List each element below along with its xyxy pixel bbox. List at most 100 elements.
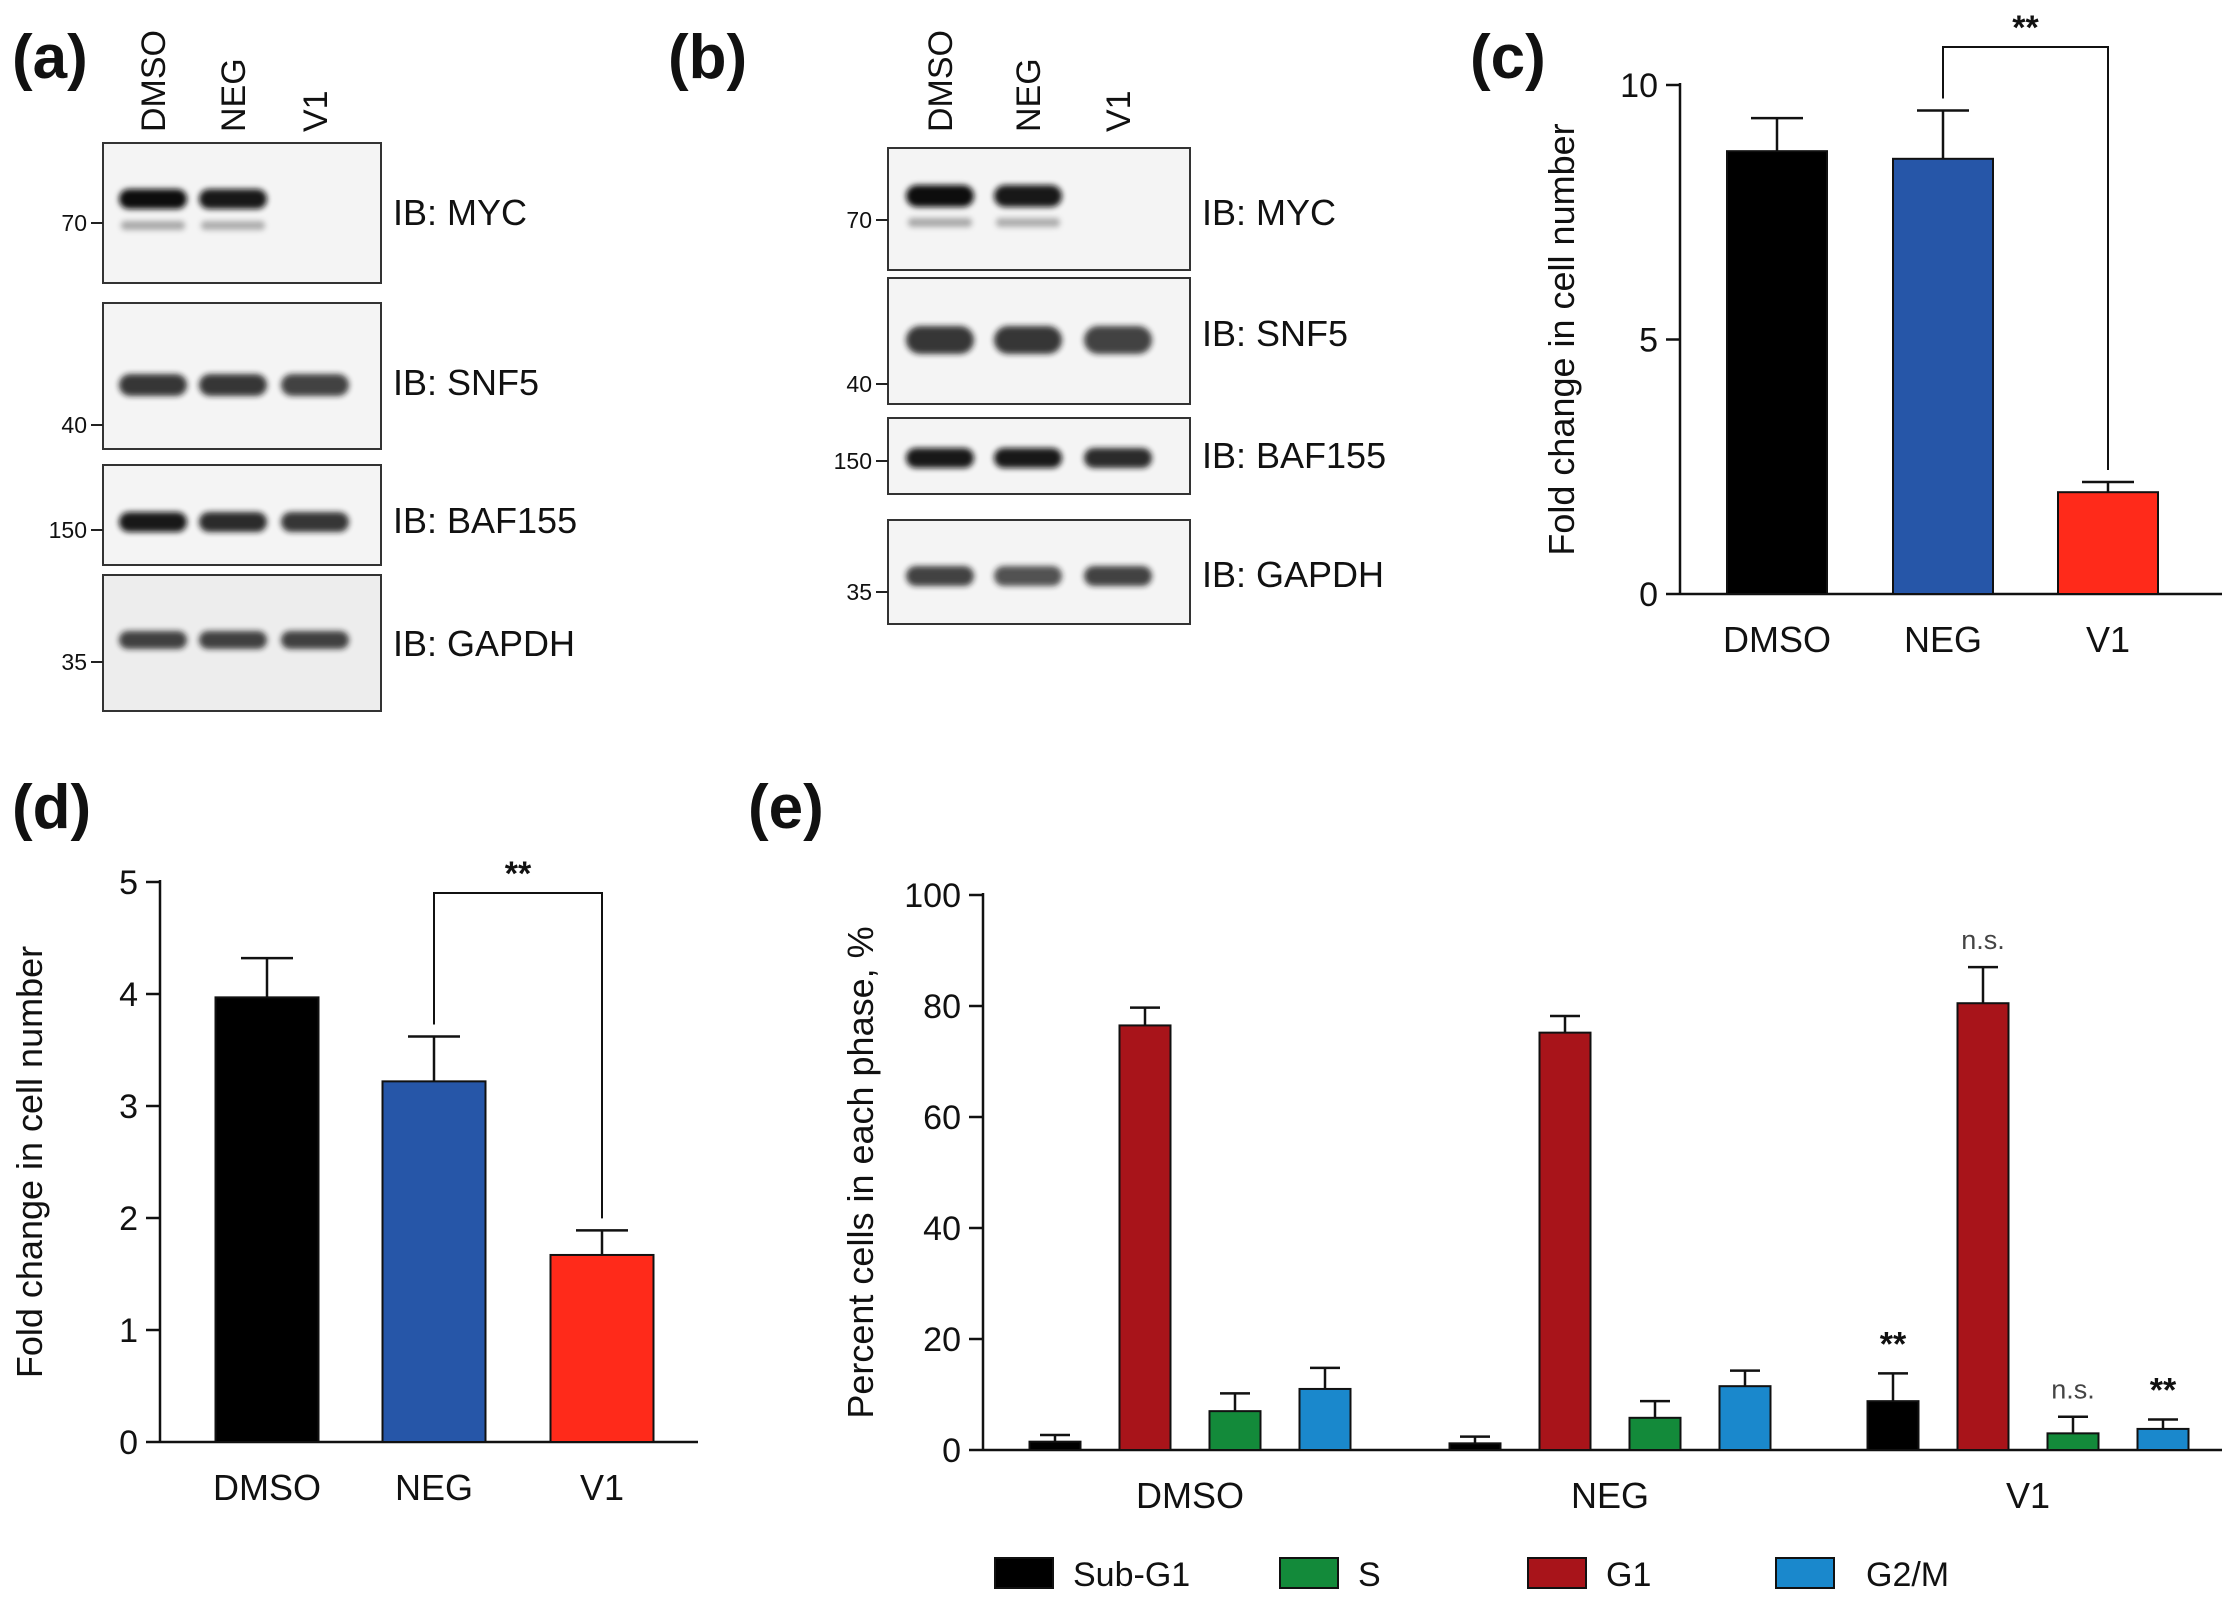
blot-band — [281, 374, 349, 396]
mw-marker-label: 150 — [49, 517, 87, 543]
bar — [549, 1253, 655, 1443]
mw-marker-label: 150 — [834, 448, 872, 474]
blot-band-secondary — [908, 218, 972, 227]
blot-antibody-label: IB: SNF5 — [1202, 313, 1348, 354]
blot-antibody-label: IB: MYC — [393, 192, 527, 233]
panel-c-label: (c) — [1470, 23, 1546, 92]
panel-e-grouped-bar-chart: 0 20 40 60 80 100 Percent cells in each phase,… — [840, 877, 2222, 1594]
significance-label: n.s. — [2051, 1375, 2095, 1405]
bar — [1726, 150, 1828, 595]
x-category-label: DMSO — [1136, 1475, 1244, 1516]
bar — [1718, 1385, 1772, 1452]
bar — [1956, 1002, 2010, 1451]
panel-a-western-blot: DMSO NEG V1 IB: MYC 70 IB: SNF5 40 IB: BAF155 15… — [49, 30, 577, 712]
x-category-label: DMSO — [213, 1467, 321, 1508]
blot-antibody-label: IB: BAF155 — [393, 500, 577, 541]
blot-antibody-label: IB: MYC — [1202, 192, 1336, 233]
blot-band — [119, 631, 187, 649]
bar — [1448, 1442, 1502, 1451]
mw-marker-label: 35 — [61, 649, 87, 675]
blot-band — [994, 448, 1062, 468]
bar — [1538, 1031, 1592, 1451]
blot-antibody-label: IB: GAPDH — [1202, 554, 1384, 595]
blot-band — [199, 512, 267, 532]
blot-antibody-label: IB: SNF5 — [393, 362, 539, 403]
blot-membrane — [887, 147, 1191, 271]
mw-marker-label: 70 — [846, 207, 872, 233]
legend-swatch — [1527, 1557, 1587, 1589]
blot-band-secondary — [121, 221, 185, 230]
blot-band — [199, 374, 267, 396]
bar — [2046, 1432, 2100, 1451]
legend-label: Sub-G1 — [1073, 1556, 1190, 1594]
blot-antibody-label: IB: GAPDH — [393, 623, 575, 664]
blot-band — [199, 631, 267, 649]
blot-band — [994, 566, 1062, 586]
bar — [1118, 1024, 1172, 1452]
bar — [2136, 1427, 2190, 1452]
legend-label: S — [1358, 1556, 1381, 1594]
x-category-label: NEG — [1571, 1475, 1649, 1516]
panel-d-bar-chart: 0 1 2 3 4 5 Fold change in cell number DMSO NEG V… — [9, 855, 698, 1508]
y-axis-title: Fold change in cell number — [1541, 123, 1582, 555]
x-category-label: V1 — [2006, 1475, 2050, 1516]
blot-antibody-label: IB: BAF155 — [1202, 435, 1386, 476]
y-axis-title: Percent cells in each phase, % — [840, 926, 881, 1418]
y-tick-label: 5 — [1639, 322, 1658, 360]
y-tick-label: 40 — [923, 1210, 961, 1248]
bar — [214, 996, 320, 1443]
panel-e-label: (e) — [748, 773, 824, 842]
legend-swatch — [1775, 1557, 1835, 1589]
lane-label: DMSO — [922, 30, 960, 132]
significance-bracket — [433, 892, 603, 1219]
x-category-label: V1 — [2086, 619, 2130, 660]
legend-label: G1 — [1606, 1556, 1651, 1594]
blot-band-secondary — [201, 221, 265, 230]
blot-band — [906, 326, 974, 354]
y-tick-label: 60 — [923, 1099, 961, 1137]
significance-label: ** — [2012, 9, 2039, 47]
panel-d-label: (d) — [12, 773, 91, 842]
panel-b-western-blot: DMSO NEG V1 IB: MYC 70 IB: SNF5 40 IB: BAF155 15… — [834, 30, 1386, 625]
x-category-label: NEG — [1904, 619, 1982, 660]
blot-band — [906, 185, 974, 207]
blot-band — [281, 631, 349, 649]
y-tick-label: 0 — [942, 1432, 961, 1470]
blot-band — [119, 512, 187, 532]
blot-band — [281, 512, 349, 532]
bar — [381, 1080, 487, 1443]
y-tick-label: 0 — [119, 1424, 138, 1462]
y-tick-label: 2 — [119, 1200, 138, 1238]
y-tick-label: 10 — [1620, 67, 1658, 105]
blot-band-secondary — [996, 218, 1060, 227]
significance-bracket — [1942, 46, 2109, 471]
blot-band — [906, 566, 974, 586]
panel-c-bar-chart: 0 5 10 Fold change in cell number DMSO NEG V1 *… — [1541, 9, 2222, 660]
blot-band — [906, 448, 974, 468]
significance-label: ** — [1880, 1325, 1907, 1363]
mw-marker-label: 35 — [846, 579, 872, 605]
lane-label: V1 — [1100, 90, 1138, 132]
bar — [1892, 157, 1994, 595]
blot-band — [994, 326, 1062, 354]
y-tick-label: 5 — [119, 864, 138, 902]
mw-marker-label: 70 — [61, 210, 87, 236]
y-tick-label: 20 — [923, 1321, 961, 1359]
bar — [1208, 1410, 1262, 1452]
bar — [1298, 1387, 1352, 1451]
lane-label: DMSO — [135, 30, 173, 132]
y-tick-label: 100 — [904, 877, 961, 915]
y-axis-title: Fold change in cell number — [9, 946, 50, 1378]
y-tick-label: 80 — [923, 988, 961, 1026]
x-category-label: V1 — [580, 1467, 624, 1508]
y-tick-label: 4 — [119, 976, 138, 1014]
legend-swatch — [994, 1557, 1054, 1589]
mw-marker-label: 40 — [61, 412, 87, 438]
blot-band — [199, 189, 267, 209]
significance-label: ** — [2150, 1371, 2177, 1409]
bar — [2057, 491, 2159, 596]
significance-label: ** — [505, 855, 532, 893]
blot-band — [119, 374, 187, 396]
legend-swatch — [1279, 1557, 1339, 1589]
